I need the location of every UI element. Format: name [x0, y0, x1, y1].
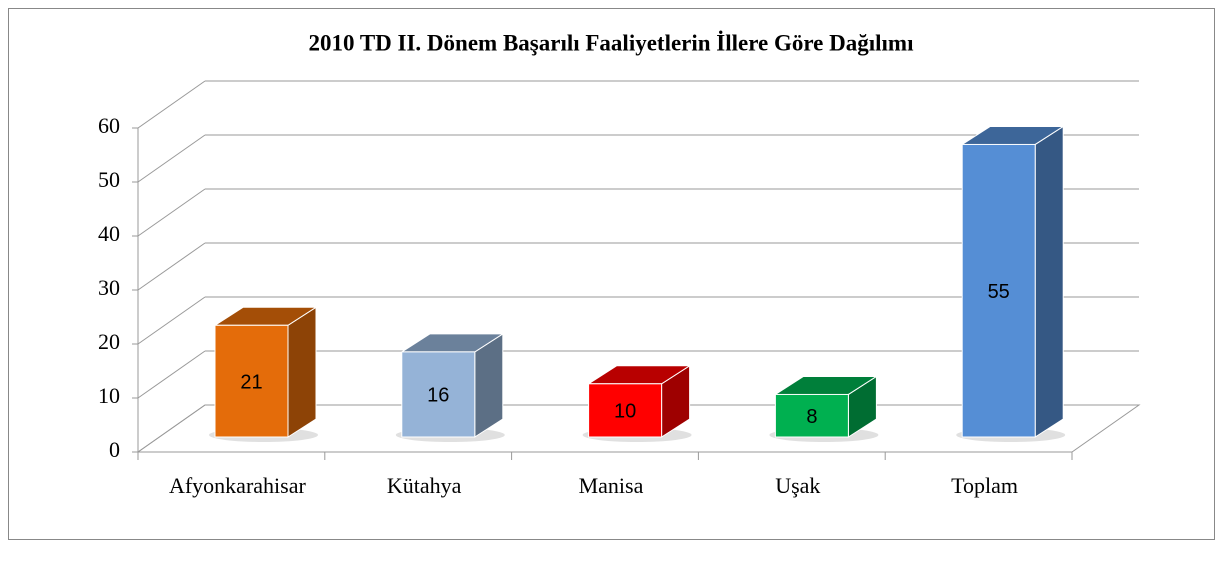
value-label: 16: [427, 385, 449, 407]
x-tick-label: Afyonkarahisar: [169, 473, 307, 498]
value-label: 55: [988, 281, 1010, 303]
grid-line: [137, 242, 206, 291]
y-tick-label: 40: [98, 221, 120, 246]
grid-line: [137, 404, 206, 453]
x-tick-label: Uşak: [775, 473, 820, 498]
value-label: 8: [806, 406, 817, 428]
x-tick-label: Toplam: [951, 473, 1018, 498]
bar: [961, 143, 1036, 438]
bar-side: [1034, 125, 1064, 438]
bar-side: [287, 306, 317, 438]
bar: [588, 383, 663, 438]
bar: [214, 324, 289, 438]
y-tick-label: 60: [98, 113, 120, 138]
value-label: 21: [240, 371, 262, 393]
y-tick-label: 30: [98, 275, 120, 300]
y-tick-label: 10: [98, 383, 120, 408]
grid-line: [137, 134, 206, 183]
y-tick-label: 0: [109, 437, 120, 462]
grid-line: [137, 80, 206, 129]
x-tick-label: Kütahya: [387, 473, 462, 498]
value-label: 10: [614, 401, 636, 423]
chart-title: 2010 TD II. Dönem Başarılı Faaliyetlerin…: [309, 30, 915, 55]
y-tick-label: 20: [98, 329, 120, 354]
grid-line: [137, 296, 206, 345]
bar: [401, 351, 476, 438]
bar: [774, 393, 849, 438]
grid-line: [137, 188, 206, 237]
x-tick-label: Manisa: [579, 473, 644, 498]
grid-line: [137, 350, 206, 399]
y-tick-label: 50: [98, 167, 120, 192]
